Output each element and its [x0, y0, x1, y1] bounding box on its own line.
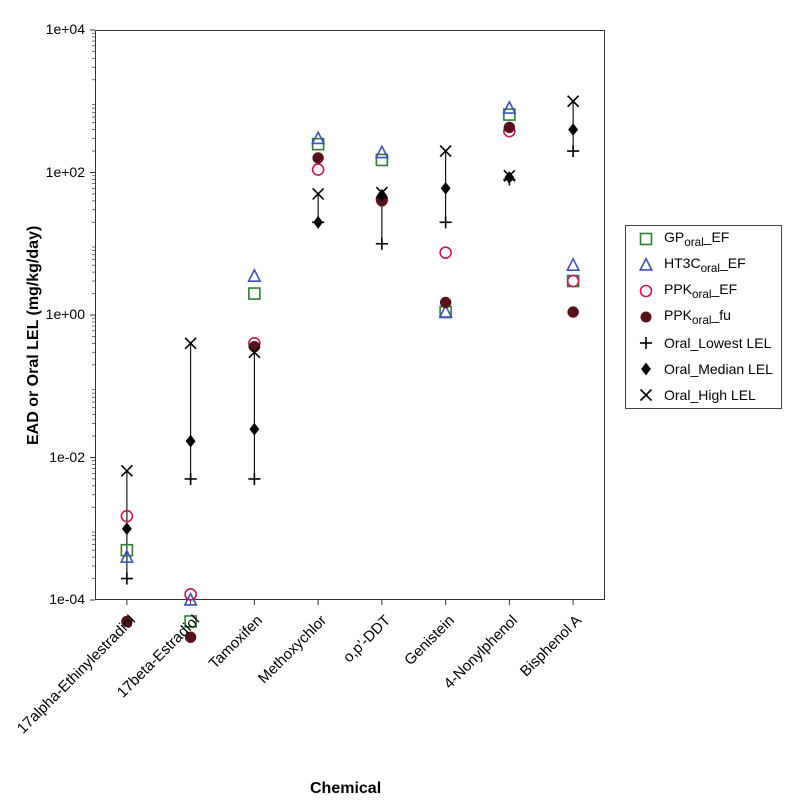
marker-triangle_open [249, 270, 261, 281]
marker-diamond_filled [313, 216, 323, 229]
marker-circle_open [440, 247, 451, 258]
marker-circle_filled [440, 297, 451, 308]
legend-label: PPKoral_EF [664, 281, 737, 301]
chart-root: EAD or Oral LEL (mg/kg/day) Chemical GPo… [0, 0, 810, 812]
marker-circle_filled [249, 341, 260, 352]
y-tick-label: 1e+00 [0, 306, 85, 322]
marker-circle_filled [504, 122, 515, 133]
marker-square_open [376, 154, 387, 165]
marker-circle_open [568, 276, 579, 287]
marker-plus [440, 216, 452, 228]
marker-circle_open [313, 164, 324, 175]
legend-key-icon [634, 281, 658, 301]
legend-item: Oral_Lowest LEL [626, 330, 781, 356]
marker-triangle_open [567, 259, 579, 270]
legend-item: GPoral_EF [626, 226, 781, 252]
marker-circle_filled [313, 152, 324, 163]
legend-label: Oral_Median LEL [664, 361, 773, 377]
marker-diamond_filled [441, 182, 451, 195]
legend-item: Oral_High LEL [626, 382, 781, 408]
y-tick-label: 1e-02 [0, 449, 85, 465]
marker-plus [567, 145, 579, 157]
marker-triangle_open [376, 146, 388, 157]
marker-plus [376, 238, 388, 250]
legend-key-icon [634, 385, 658, 405]
marker-triangle_open [312, 132, 324, 143]
marker-plus [121, 573, 133, 585]
legend-label: HT3Coral_EF [664, 255, 746, 275]
marker-diamond_filled [249, 423, 259, 436]
legend-label: Oral_Lowest LEL [664, 335, 771, 351]
legend-key-icon [634, 333, 658, 353]
legend-item: Oral_Median LEL [626, 356, 781, 382]
legend: GPoral_EF HT3Coral_EF PPKoral_EF PPKoral_fu… [625, 225, 782, 409]
legend-key-icon [634, 229, 658, 249]
y-tick-label: 1e-04 [0, 591, 85, 607]
marker-diamond_filled [186, 435, 196, 448]
marker-diamond_filled [568, 123, 578, 136]
marker-diamond_filled [122, 522, 132, 535]
legend-key-icon [634, 359, 658, 379]
legend-label: PPKoral_fu [664, 307, 731, 327]
y-tick-label: 1e+04 [0, 21, 85, 37]
legend-key-icon [634, 307, 658, 327]
y-axis-title: EAD or Oral LEL (mg/kg/day) [25, 226, 43, 445]
y-tick-label: 1e+02 [0, 164, 85, 180]
x-axis-title: Chemical [310, 780, 381, 798]
legend-item: HT3Coral_EF [626, 252, 781, 278]
legend-label: GPoral_EF [664, 229, 729, 249]
legend-key-icon [634, 255, 658, 275]
marker-circle_filled [568, 307, 579, 318]
marker-triangle_open [504, 102, 516, 113]
legend-item: PPKoral_fu [626, 304, 781, 330]
marker-plus [248, 473, 260, 485]
legend-item: PPKoral_EF [626, 278, 781, 304]
legend-label: Oral_High LEL [664, 387, 756, 403]
marker-square_open [249, 288, 260, 299]
marker-plus [185, 473, 197, 485]
